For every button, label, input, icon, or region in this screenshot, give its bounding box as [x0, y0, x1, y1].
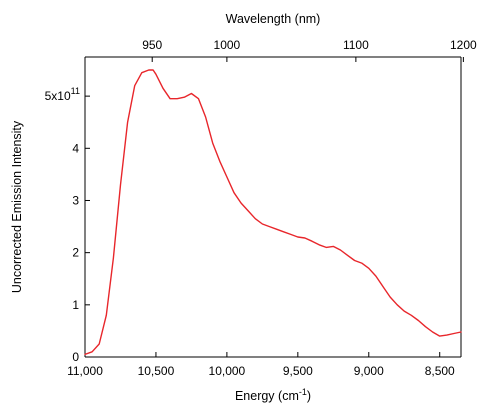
x-tick-label: 10,500: [138, 364, 175, 378]
x2-tick-label: 1100: [343, 38, 369, 52]
x-tick-label: 8,500: [425, 364, 455, 378]
y-tick-label-main: 3: [72, 193, 79, 207]
x-tick-label: 9,500: [283, 364, 313, 378]
x2-axis-ticks: 950 1000 1100 1200: [142, 38, 477, 62]
x-axis-ticks: 11,000 10,500 10,000 9,500 9,000 8,500: [67, 352, 455, 378]
emission-spectrum-line: [84, 69, 462, 356]
y-axis-ticks: 0 1 2 3 4 5x1011: [45, 86, 90, 364]
x-axis-title-end: ): [307, 389, 311, 403]
x2-tick-label: 950: [142, 38, 162, 52]
series-group: [84, 69, 462, 356]
y-tick-label: 2: [72, 246, 79, 260]
y-tick-label-sup: 11: [71, 86, 80, 96]
x-tick-label: 11,000: [67, 364, 103, 378]
y-tick-label-main: 0: [72, 350, 79, 364]
y-tick-label-main: 4: [72, 141, 79, 155]
y-tick-label-main: 1: [72, 298, 79, 312]
y-tick-label-main: 2: [72, 246, 79, 260]
x-tick-label: 9,000: [354, 364, 384, 378]
x2-tick-label: 1000: [214, 38, 241, 52]
y-tick-label: 3: [72, 193, 79, 207]
x-axis-title-sup: -1: [299, 387, 307, 397]
y-tick-label: 0: [72, 350, 79, 364]
y-tick-label: 5x1011: [45, 86, 80, 103]
x2-tick-label: 1200: [450, 38, 477, 52]
y-tick-label: 1: [72, 298, 79, 312]
x-axis-title: Energy (cm-1): [235, 387, 311, 403]
x-tick-label: 10,000: [209, 364, 246, 378]
x-axis-title-main: Energy (cm: [235, 389, 299, 403]
plot-frame: [84, 56, 462, 358]
y-tick-label: 4: [72, 141, 79, 155]
x2-axis-title: Wavelength (nm): [226, 12, 321, 26]
y-axis-title: Uncorrected Emission Intensity: [10, 120, 24, 293]
y-tick-label-main: 5x10: [45, 89, 71, 103]
